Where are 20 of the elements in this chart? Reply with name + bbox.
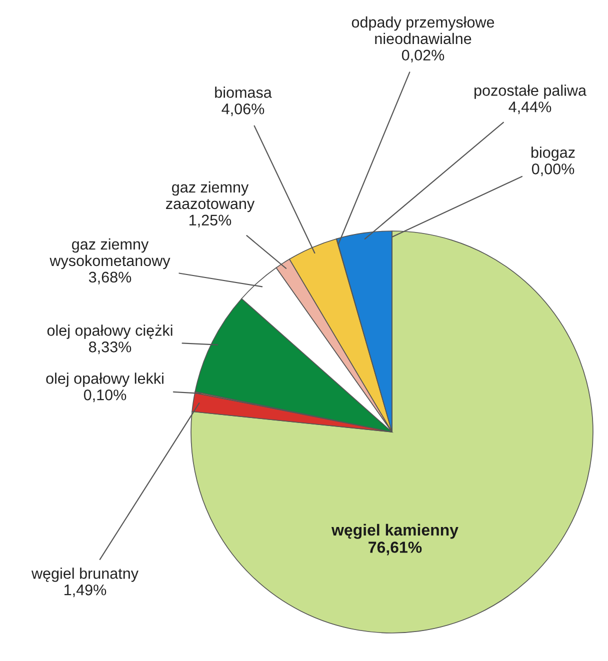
data-label: 8,33% [89, 342, 132, 354]
slice-label: pozostałe paliwa [474, 84, 586, 99]
slice-label: odpady przemysłowe nieodnawialne [352, 16, 494, 44]
data-label: 4,06% [222, 104, 264, 116]
data-label: 3,68% [88, 272, 132, 284]
data-label: 1,49% [64, 584, 106, 598]
data-label: 1,25% [190, 214, 232, 228]
data-label: 4,44% [508, 102, 552, 114]
data-label: 0,02% [402, 50, 444, 62]
category-label: biogaz [531, 146, 575, 161]
data-label: 76,61% [368, 542, 422, 556]
slice-label: węgiel brunatny [31, 568, 138, 582]
slice-label: gaz ziemny wysokometanowy [50, 238, 170, 270]
slice-label: gaz ziemny zaazotowany [166, 181, 255, 212]
data-label: 0,10% [84, 390, 126, 402]
slice-label: węgiel kamienny [331, 524, 458, 539]
slice-label: olej opałowy ciężki [47, 324, 172, 339]
slice-label: olej opałowy lekki [46, 372, 164, 387]
slice-label: biomasa [215, 86, 272, 98]
text: 0,00% [532, 164, 574, 176]
